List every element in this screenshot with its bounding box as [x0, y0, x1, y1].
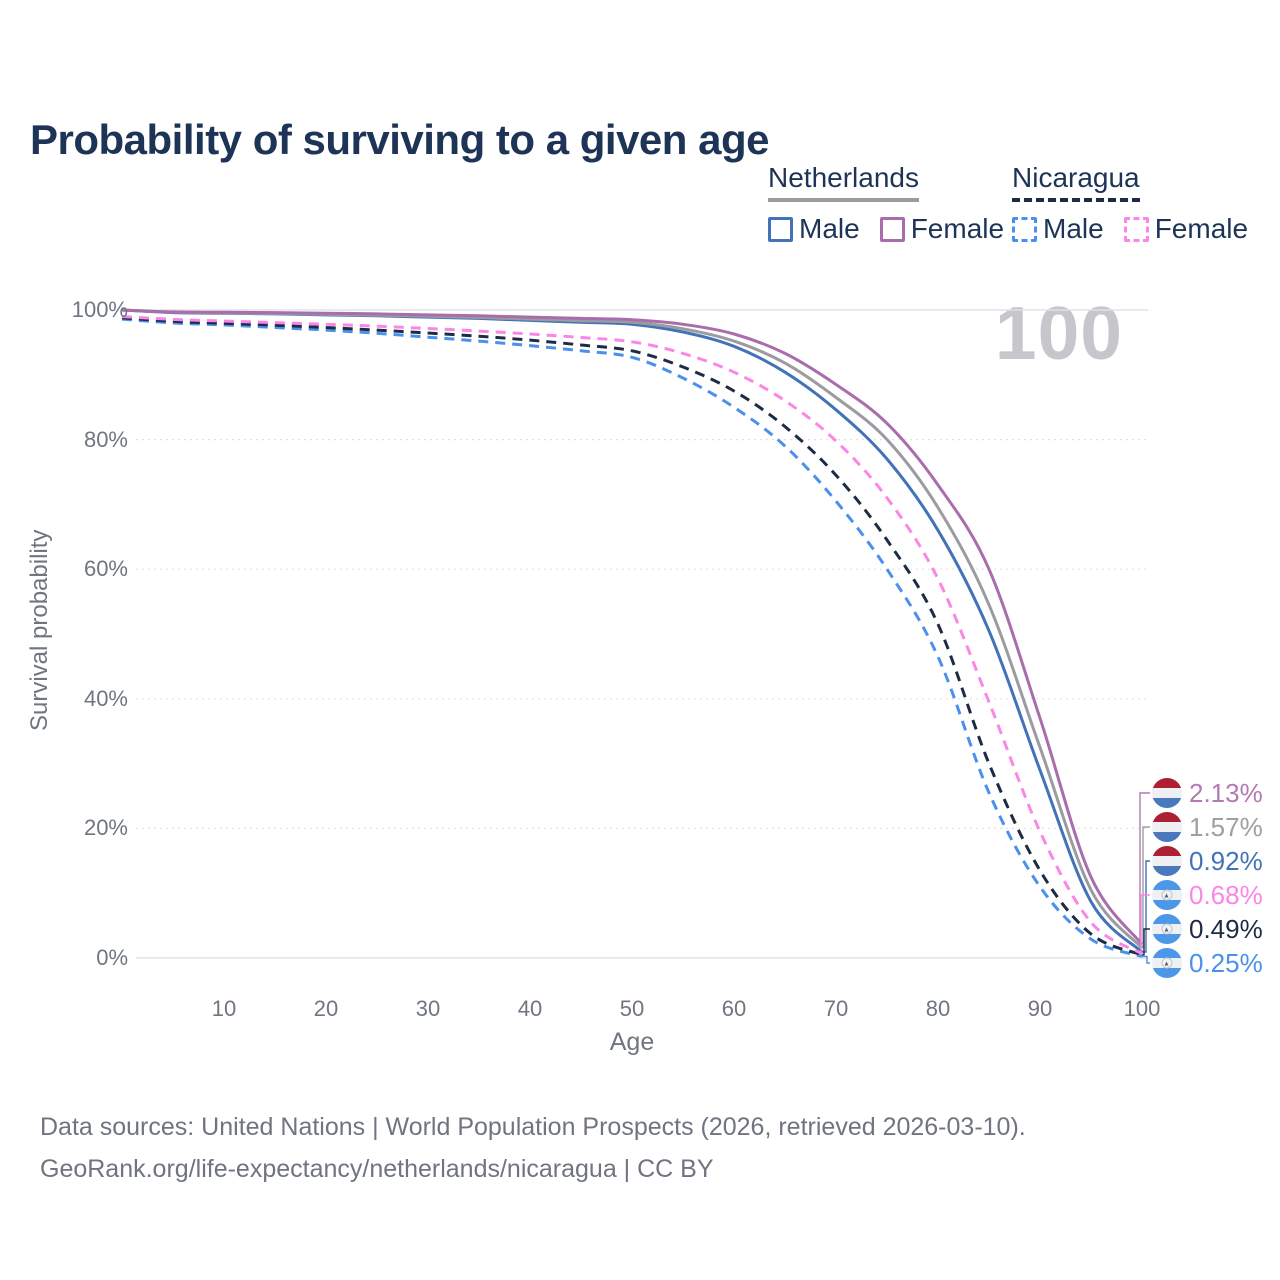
x-tick-20: 20 [313, 996, 339, 1021]
legend-label: Female [910, 213, 1005, 244]
x-tick-60: 60 [721, 996, 747, 1021]
nicaragua-emblem [1161, 889, 1173, 901]
x-tick-100: 100 [1123, 996, 1161, 1021]
end-label-netherlands-female: 2.13% [1152, 778, 1263, 808]
curve-nicaragua-female [121, 314, 1143, 955]
legend-swatch-nicaragua-male [1012, 216, 1037, 242]
data-sources-line: Data sources: United Nations | World Pop… [40, 1113, 1026, 1141]
x-tick-40: 40 [517, 996, 543, 1021]
netherlands-flag-icon [1152, 812, 1182, 842]
leader-line [1142, 826, 1150, 949]
source-url-line: GeoRank.org/life-expectancy/netherlands/… [40, 1155, 714, 1183]
end-label-nicaragua-male: 0.25% [1152, 948, 1263, 978]
nicaragua-emblem [1161, 923, 1173, 935]
y-tick-100%: 100% [71, 297, 128, 322]
x-tick-90: 90 [1027, 996, 1053, 1021]
legend-label: Male [799, 213, 860, 244]
y-tick-60%: 60% [83, 556, 128, 582]
curve-netherlands-male [121, 308, 1144, 954]
leader-line [1142, 955, 1150, 964]
end-value: 0.68% [1189, 880, 1263, 910]
x-axis-title: Age [609, 1028, 655, 1056]
legend-row: Male Female [768, 213, 1024, 245]
curve-nicaragua-both-sexes [121, 316, 1143, 957]
legend-label: Female [1154, 213, 1249, 244]
end-label-nicaragua-female: 0.68% [1152, 880, 1263, 910]
legend-group-nicaragua: Nicaragua Male Female [1012, 162, 1268, 245]
leader-line [1142, 928, 1150, 956]
legend-country-nicaragua[interactable]: Nicaragua [1012, 162, 1140, 202]
legend-item-nicaragua-male[interactable]: Male [1012, 213, 1104, 245]
end-value: 2.13% [1189, 778, 1263, 808]
legend-item-netherlands-male[interactable]: Male [768, 213, 860, 245]
netherlands-flag-icon [1152, 846, 1182, 876]
end-value: 0.25% [1189, 948, 1263, 978]
curve-nicaragua-male [121, 317, 1143, 958]
legend-group-netherlands: Netherlands Male Female [768, 162, 1024, 245]
y-tick-40%: 40% [83, 685, 128, 711]
x-tick-70: 70 [823, 996, 849, 1021]
end-value: 0.49% [1189, 914, 1263, 944]
nicaragua-emblem [1161, 957, 1173, 969]
x-tick-30: 30 [415, 996, 441, 1021]
legend-label: Male [1043, 213, 1104, 244]
nicaragua-flag-icon [1152, 948, 1182, 978]
legend-item-nicaragua-female[interactable]: Female [1123, 213, 1249, 245]
legend-row: Male Female [1012, 213, 1268, 245]
end-label-netherlands-male: 0.92% [1152, 846, 1263, 876]
legend-country-netherlands[interactable]: Netherlands [768, 162, 919, 202]
legend-swatch-netherlands-male [768, 216, 793, 242]
legend-swatch-netherlands-female [879, 216, 905, 242]
end-value: 0.92% [1189, 846, 1263, 876]
end-value: 1.57% [1189, 812, 1263, 842]
legend-item-netherlands-female[interactable]: Female [879, 213, 1005, 245]
page-title: Probability of surviving to a given age [30, 116, 769, 164]
attribution: Data sources: United Nations | World Pop… [40, 1106, 1026, 1190]
legend-swatch-nicaragua-female [1123, 216, 1149, 242]
age-watermark: 100 [994, 291, 1123, 375]
x-tick-50: 50 [619, 996, 645, 1021]
x-tick-10: 10 [211, 996, 237, 1021]
x-tick-80: 80 [925, 996, 951, 1021]
end-label-netherlands-total: 1.57% [1152, 812, 1263, 842]
netherlands-flag-icon [1152, 778, 1182, 808]
y-tick-0%: 0% [96, 945, 128, 970]
nicaragua-flag-icon [1152, 880, 1182, 910]
nicaragua-flag-icon [1152, 914, 1182, 944]
curve-netherlands-female [121, 308, 1144, 946]
leader-line [1140, 894, 1150, 955]
end-label-nicaragua-total: 0.49% [1152, 914, 1263, 944]
y-tick-80%: 80% [83, 426, 128, 452]
y-tick-20%: 20% [83, 815, 128, 841]
